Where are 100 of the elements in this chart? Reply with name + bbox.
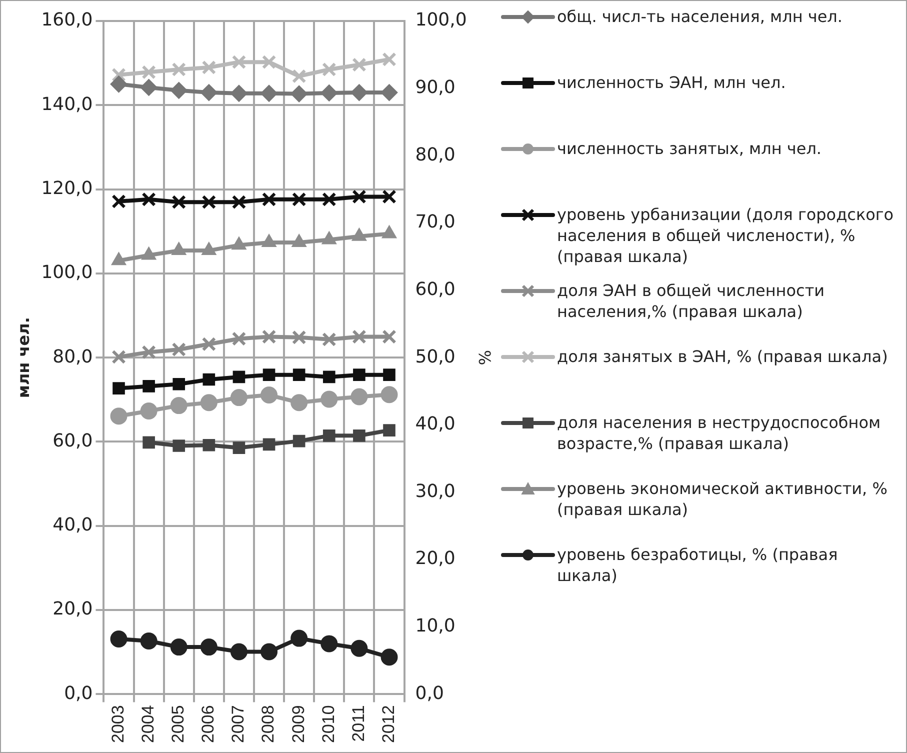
- point: [262, 330, 276, 344]
- point: [320, 84, 338, 102]
- point: [353, 368, 366, 381]
- point: [200, 638, 218, 656]
- point: [140, 402, 158, 420]
- point: [110, 408, 128, 425]
- point: [260, 84, 278, 102]
- y-tick-label: 60,0: [52, 430, 93, 452]
- point: [383, 368, 396, 381]
- point: [380, 84, 398, 102]
- x-tick-label: 2007: [228, 705, 248, 744]
- legend-label: доля ЭАН в общей численности населения,% (правая шкала): [557, 281, 826, 323]
- point: [170, 397, 188, 414]
- point: [380, 648, 398, 666]
- point: [382, 190, 396, 204]
- y-tick-label: 160,0: [41, 10, 93, 31]
- point: [202, 438, 216, 452]
- point: [230, 389, 248, 406]
- y-tick-label: 20,0: [52, 598, 93, 620]
- x-tick-label: 2005: [168, 705, 188, 744]
- point: [230, 84, 248, 102]
- legend-label: уровень урбанизации (доля городского населения в общей числености), % (правая шкала): [557, 205, 895, 268]
- x-tick-label: 2003: [108, 705, 128, 744]
- point: [172, 342, 186, 357]
- x-tick-label: 2006: [198, 705, 218, 744]
- point: [172, 440, 186, 452]
- point: [322, 62, 336, 77]
- y2-tick-label: 70,0: [415, 212, 456, 233]
- point: [352, 330, 366, 344]
- legend-label: уровень безработицы, % (правая шкала): [557, 545, 839, 587]
- point: [232, 54, 246, 70]
- point: [142, 192, 156, 207]
- point: [200, 84, 218, 102]
- y2-axis-title: %: [475, 350, 494, 366]
- point: [320, 635, 338, 652]
- point: [290, 394, 308, 412]
- point: [142, 436, 155, 449]
- point: [292, 192, 306, 207]
- point: [232, 194, 246, 210]
- point: [112, 194, 126, 209]
- point: [172, 62, 186, 77]
- point: [290, 85, 308, 102]
- point: [262, 192, 276, 207]
- point: [202, 336, 216, 352]
- x-tick-label: 2009: [288, 705, 308, 744]
- y2-tick-label: 20,0: [415, 548, 456, 570]
- legend-label: доля занятых в ЭАН, % (правая шкала): [557, 347, 888, 368]
- legend-label: доля населения в неструдоспособном возрасте,% (правая шкала): [557, 413, 882, 455]
- legend-label: численность занятых, млн чел.: [557, 139, 822, 160]
- y-tick-label: 120,0: [41, 178, 93, 199]
- point: [353, 430, 366, 442]
- point: [260, 643, 278, 660]
- legend-label: численность ЭАН, млн чел.: [557, 73, 786, 94]
- point: [140, 632, 158, 650]
- point: [320, 390, 338, 408]
- x-tick-label: 2011: [348, 705, 368, 742]
- y2-tick-label: 30,0: [415, 480, 456, 502]
- y2-tick-label: 80,0: [415, 144, 456, 166]
- point: [172, 378, 186, 390]
- y2-tick-label: 50,0: [415, 346, 456, 368]
- legend-label: общ. числ-ть населения, млн чел.: [557, 7, 842, 28]
- point: [322, 192, 336, 207]
- y2-tick-label: 40,0: [415, 414, 456, 435]
- point: [232, 370, 246, 384]
- point: [292, 69, 306, 84]
- point: [232, 332, 246, 346]
- x-tick-label: 2008: [258, 705, 278, 744]
- point: [232, 442, 246, 454]
- point: [350, 388, 368, 406]
- y2-tick-label: 10,0: [415, 616, 456, 637]
- point: [322, 332, 336, 347]
- point: [230, 643, 248, 660]
- point: [170, 82, 188, 99]
- point: [382, 52, 396, 67]
- y2-tick-label: 0,0: [415, 682, 444, 704]
- point: [322, 370, 336, 384]
- point: [142, 380, 155, 392]
- point: [110, 630, 128, 648]
- point: [262, 54, 276, 70]
- point: [260, 386, 278, 404]
- y2-tick-label: 100,0: [415, 10, 467, 31]
- point: [352, 190, 366, 204]
- point: [142, 65, 156, 80]
- y-tick-label: 40,0: [52, 514, 93, 536]
- point: [262, 368, 276, 381]
- point: [140, 78, 158, 96]
- point: [290, 630, 308, 647]
- y-tick-label: 140,0: [41, 94, 93, 115]
- x-tick-label: 2010: [318, 705, 338, 744]
- point: [350, 84, 368, 102]
- point: [262, 438, 276, 451]
- point: [172, 194, 186, 210]
- point: [202, 194, 216, 210]
- point: [292, 330, 306, 345]
- point: [380, 386, 398, 404]
- point: [202, 60, 216, 75]
- point: [292, 368, 306, 381]
- point: [292, 434, 306, 448]
- point: [382, 330, 396, 344]
- y-tick-label: 0,0: [64, 682, 93, 704]
